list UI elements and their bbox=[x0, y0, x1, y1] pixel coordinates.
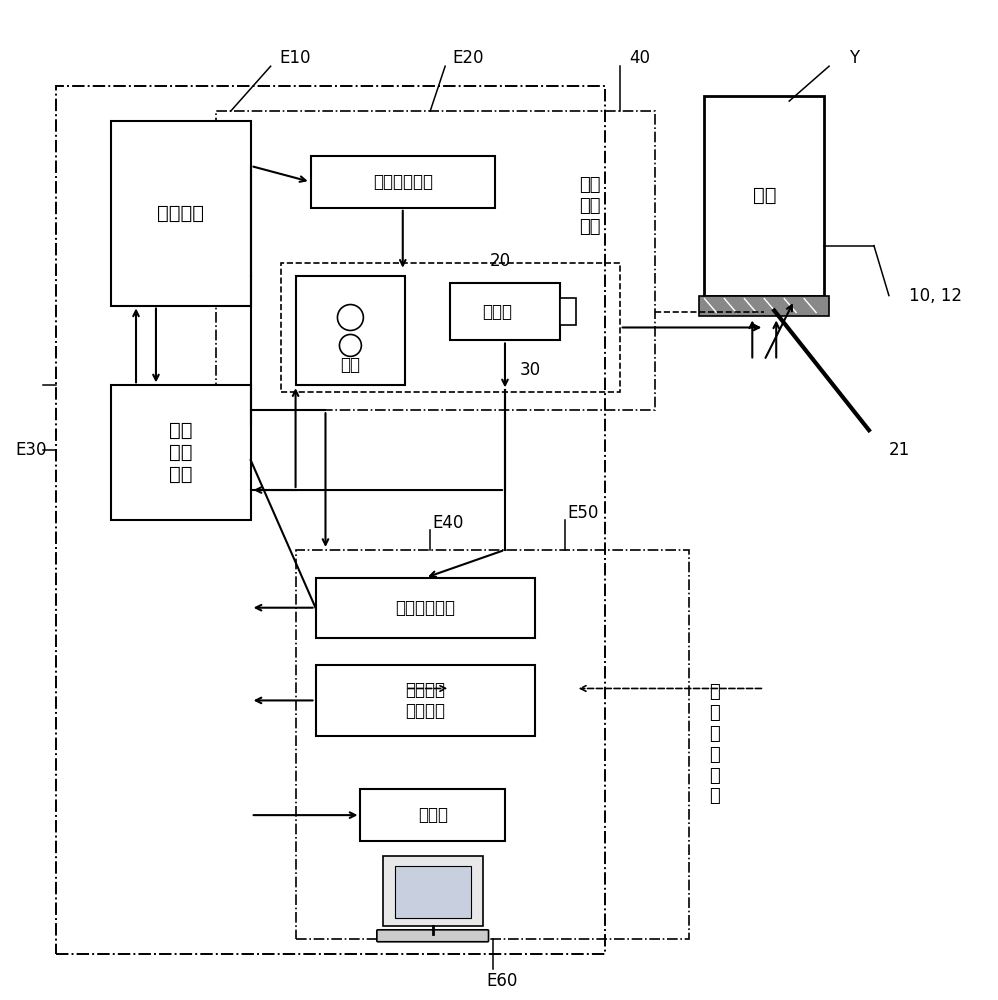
Text: 20: 20 bbox=[490, 252, 511, 270]
Text: E10: E10 bbox=[279, 49, 311, 67]
Text: 摄像朿: 摄像朿 bbox=[482, 303, 512, 321]
Text: 控制
处理
电路: 控制 处理 电路 bbox=[579, 176, 601, 236]
Circle shape bbox=[339, 334, 361, 356]
Text: 40: 40 bbox=[629, 49, 650, 67]
Bar bbox=[705, 96, 824, 296]
Bar bbox=[700, 296, 829, 316]
Text: 10, 12: 10, 12 bbox=[909, 287, 962, 305]
Text: E60: E60 bbox=[487, 972, 518, 990]
Bar bbox=[295, 276, 405, 385]
Bar bbox=[295, 550, 690, 939]
Circle shape bbox=[337, 305, 363, 330]
Bar bbox=[315, 665, 535, 736]
Bar bbox=[310, 156, 495, 208]
Bar bbox=[315, 578, 535, 638]
Text: 数据
通讯
模块: 数据 通讯 模块 bbox=[169, 421, 193, 484]
Text: 光源: 光源 bbox=[340, 356, 360, 374]
Text: Y: Y bbox=[849, 49, 859, 67]
FancyBboxPatch shape bbox=[377, 930, 489, 942]
Bar bbox=[280, 263, 620, 392]
Text: 21: 21 bbox=[888, 441, 909, 459]
Bar bbox=[383, 856, 483, 926]
Text: 印章: 印章 bbox=[752, 186, 776, 205]
Bar bbox=[360, 789, 505, 841]
Text: 光源控制模块: 光源控制模块 bbox=[373, 173, 433, 191]
Bar bbox=[560, 298, 576, 325]
Bar bbox=[450, 283, 560, 340]
Bar bbox=[111, 385, 250, 520]
Text: E50: E50 bbox=[567, 504, 599, 522]
Text: 图像处理模块: 图像处理模块 bbox=[395, 599, 455, 617]
Bar bbox=[111, 121, 250, 306]
Text: 控
制
处
理
电
路: 控 制 处 理 电 路 bbox=[709, 683, 720, 805]
Bar bbox=[395, 866, 471, 918]
Text: E20: E20 bbox=[452, 49, 484, 67]
Text: 微处理器: 微处理器 bbox=[158, 204, 205, 223]
Text: E40: E40 bbox=[432, 514, 464, 532]
Text: 显示屏: 显示屏 bbox=[418, 806, 448, 824]
Bar bbox=[216, 111, 655, 410]
Text: E30: E30 bbox=[16, 441, 47, 459]
Bar bbox=[56, 86, 605, 954]
Text: 印章参数
存储模块: 印章参数 存储模块 bbox=[405, 681, 445, 720]
Text: 30: 30 bbox=[519, 361, 541, 379]
